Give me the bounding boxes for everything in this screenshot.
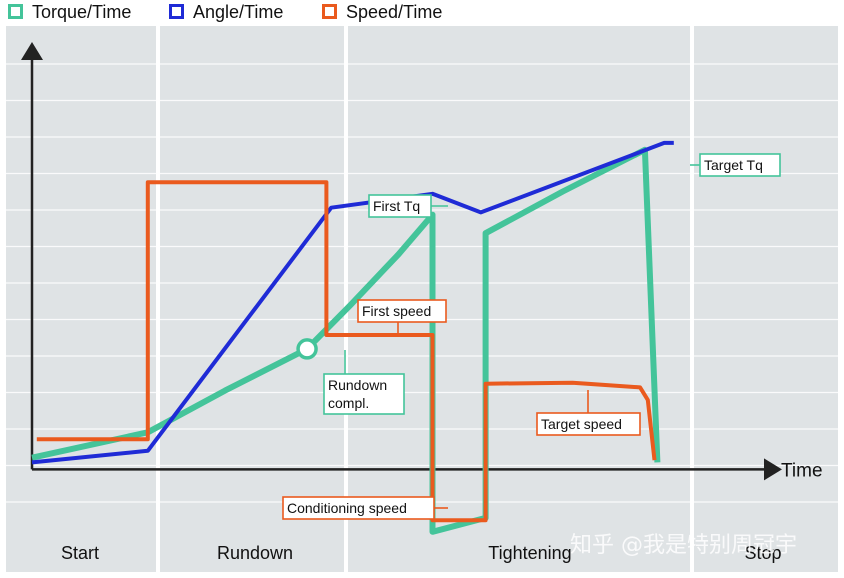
torque-legend-label: Torque/Time: [32, 2, 131, 22]
rundown-compl-label: Rundown: [328, 377, 387, 393]
target-speed-label-box: [536, 412, 641, 436]
rundown-compl-label-box: [323, 373, 405, 415]
conditioning-speed-label: Conditioning speed: [287, 500, 407, 516]
torque-legend-swatch: [8, 4, 23, 19]
angle-legend-label: Angle/Time: [193, 2, 283, 22]
annotation-layer: First Tq Target Tq First speed Conditioning…: [282, 153, 781, 520]
series-layer: [31, 140, 674, 535]
rundown-complete-marker: [296, 338, 318, 360]
first-speed-label-box: [357, 299, 447, 323]
phase-labels: Start Rundown Tightening Stop: [61, 543, 782, 563]
phase-label-start: Start: [61, 543, 99, 563]
phase-panels: [6, 26, 838, 572]
rundown-compl-label: compl.: [328, 395, 369, 411]
axes: Time: [21, 42, 823, 481]
phase-label-rundown: Rundown: [217, 543, 293, 563]
speed-series-line: [36, 180, 657, 523]
conditioning-speed-label-box: [282, 496, 435, 520]
target-tq-label: Target Tq: [704, 157, 763, 173]
speed-legend-label: Speed/Time: [346, 2, 442, 22]
x-axis-arrow: [764, 458, 782, 481]
phase-panel-stop: [694, 26, 838, 572]
phase-panel-start: [6, 26, 156, 572]
x-axis-title: Time: [781, 460, 823, 481]
angle-series-line: [31, 140, 674, 465]
angle-legend-swatch: [169, 4, 184, 19]
target-tq-label-box: [699, 153, 781, 177]
legend: Torque/Time Angle/Time Speed/Time: [8, 2, 442, 22]
phase-label-tightening: Tightening: [488, 543, 571, 563]
phase-panel-rundown: [160, 26, 344, 572]
y-axis-arrow: [21, 42, 43, 60]
torque-series-line: [31, 146, 661, 535]
first-tq-label: First Tq: [373, 198, 420, 214]
speed-legend-swatch: [322, 4, 337, 19]
phase-panel-tightening: [348, 26, 690, 572]
first-speed-label: First speed: [362, 303, 431, 319]
phase-label-stop: Stop: [744, 543, 781, 563]
watermark: 知乎 @我是特别周冠宇: [570, 533, 797, 558]
target-speed-label: Target speed: [541, 416, 622, 432]
first-tq-label-box: [368, 194, 432, 218]
